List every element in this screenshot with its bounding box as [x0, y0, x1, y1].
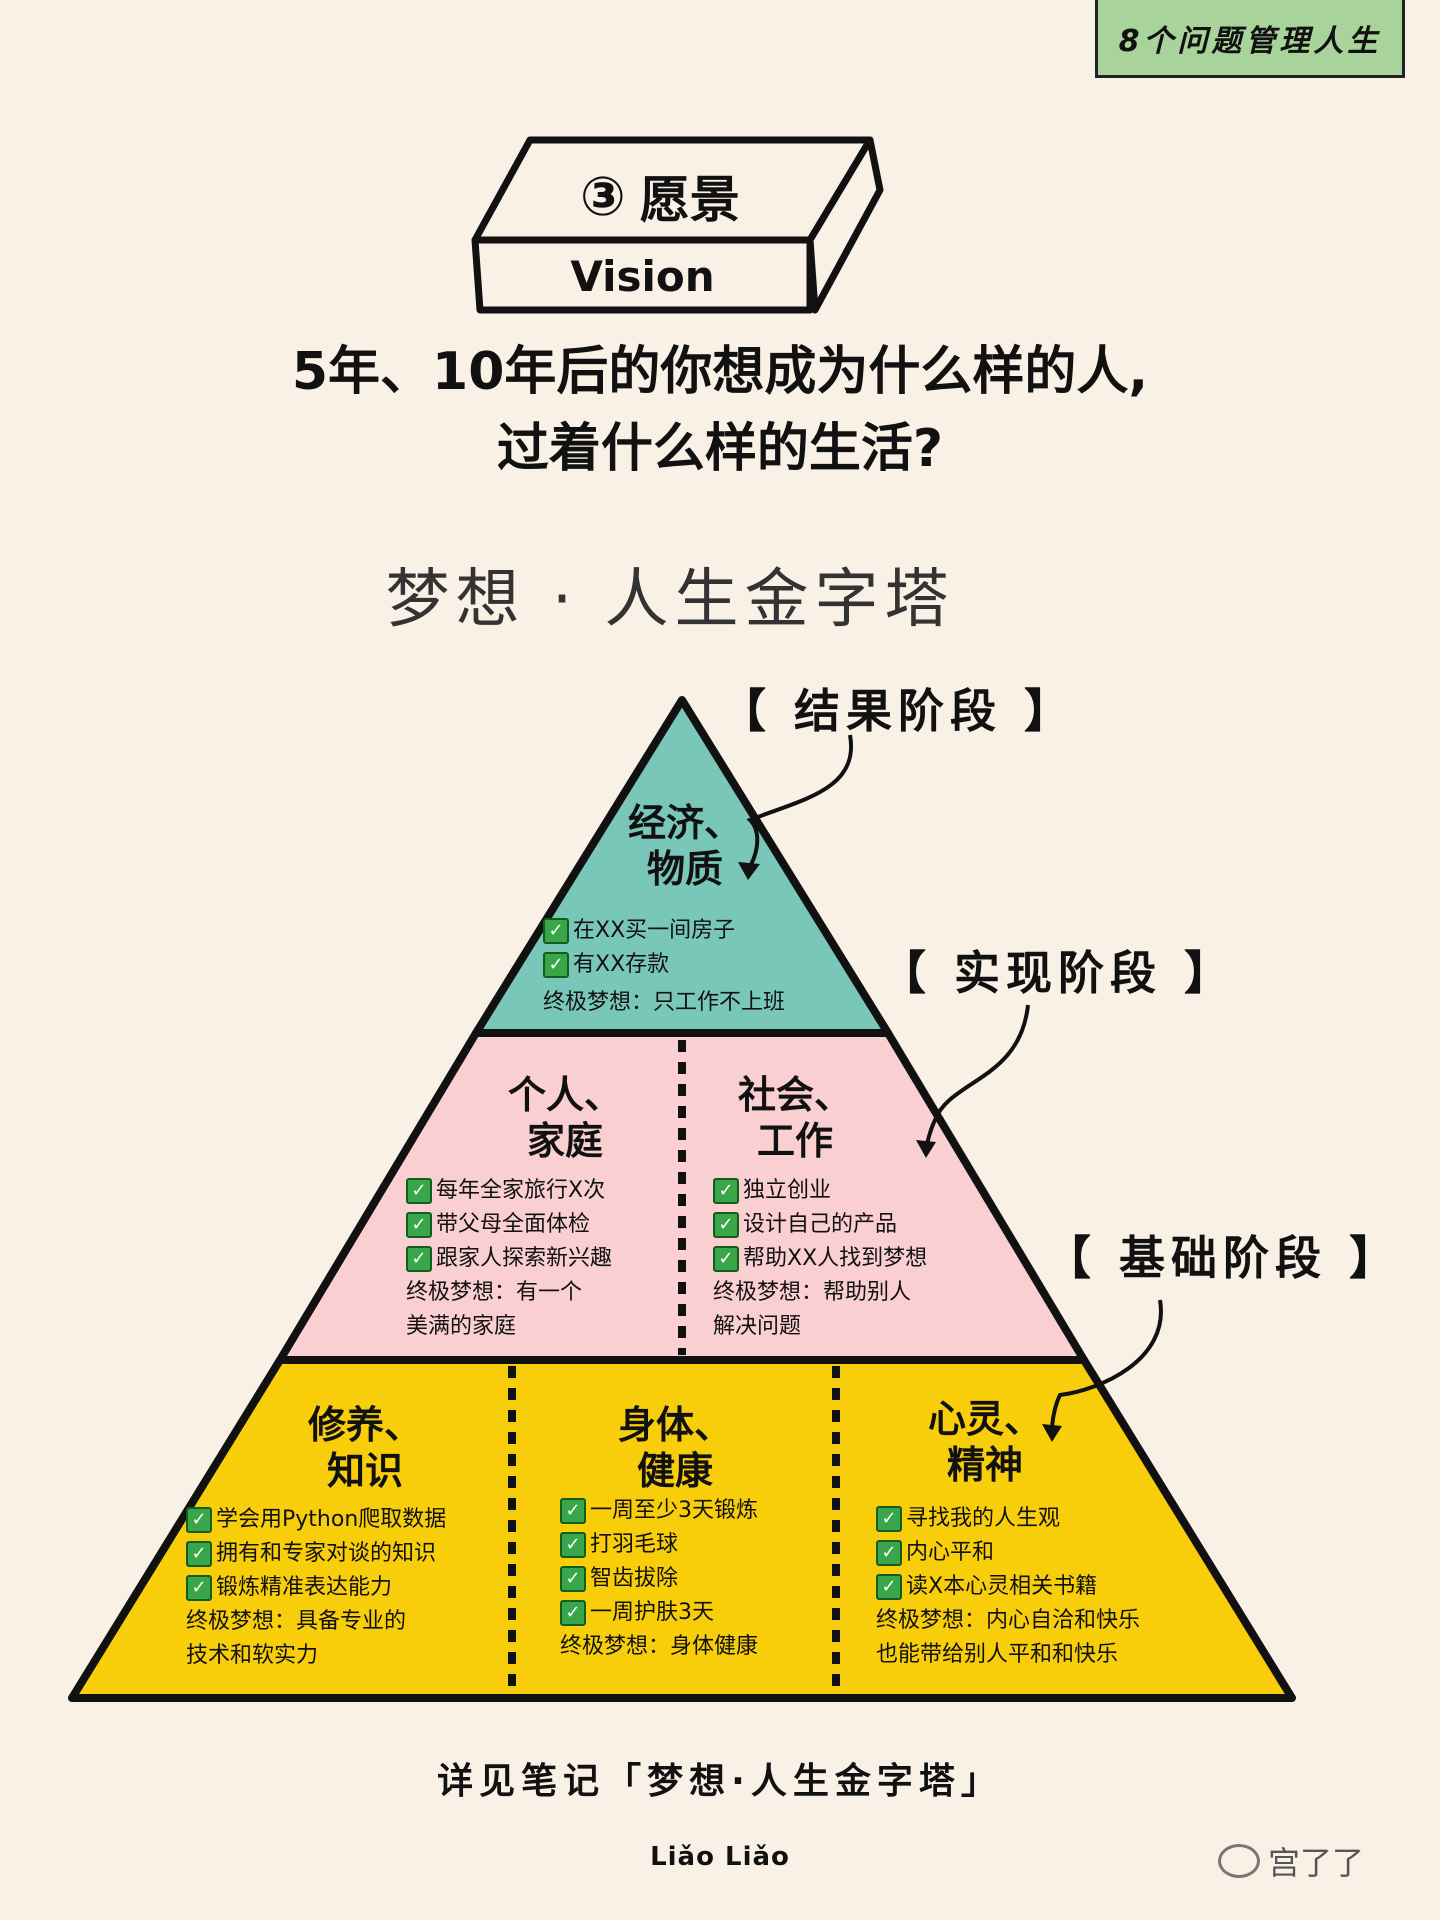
corner-tab: 8个问题管理人生: [1095, 0, 1405, 78]
checkbox-icon: ✓: [560, 1566, 586, 1592]
checkbox-icon: ✓: [186, 1541, 212, 1567]
list-item: ✓ 智齿拔除: [560, 1562, 758, 1596]
arrow-realize: [924, 1004, 1030, 1149]
spirit-dream-line-2: 也能带给别人平和和快乐: [876, 1642, 1119, 1667]
checkbox-icon: ✓: [543, 918, 569, 944]
stage-realize-label: 【 实现阶段 】: [880, 946, 1237, 1000]
list-item: ✓ 拥有和专家对谈的知识: [186, 1537, 446, 1571]
checkbox-icon: ✓: [713, 1212, 739, 1238]
checkbox-icon: ✓: [406, 1246, 432, 1272]
knowledge-title: 修养、 知识: [290, 1402, 440, 1494]
box-title-text: 愿景: [639, 171, 740, 229]
checkbox-icon: ✓: [713, 1246, 739, 1272]
arrow-result: [746, 734, 854, 872]
list-item: ✓ 跟家人探索新兴趣: [406, 1242, 612, 1276]
question-line-1: 5年、10年后的你想成为什么样的人,: [291, 342, 1149, 402]
wechat-icon: [1218, 1844, 1260, 1878]
checkbox-icon: ✓: [876, 1574, 902, 1600]
checkbox-icon: ✓: [560, 1498, 586, 1524]
list-item: ✓ 每年全家旅行X次: [406, 1174, 612, 1208]
vision-box: [471, 136, 884, 314]
list-item: ✓ 读X本心灵相关书籍: [876, 1570, 1140, 1604]
stage-result-label: 【 结果阶段 】: [720, 684, 1077, 738]
stage-base-label: 【 基础阶段 】: [1045, 1231, 1402, 1285]
economy-dream: 终极梦想：只工作不上班: [543, 990, 786, 1015]
health-title-line-2: 健康: [636, 1449, 713, 1493]
checkbox-icon: ✓: [543, 952, 569, 978]
knowledge-title-line-2: 知识: [326, 1449, 403, 1493]
list-item: ✓ 打羽毛球: [560, 1528, 758, 1562]
footer-note: 详见笔记「梦想·人生金字塔」: [437, 1761, 1003, 1802]
arrow-base-head: [1042, 1424, 1062, 1442]
list-item: ✓ 学会用Python爬取数据: [186, 1503, 446, 1537]
knowledge-dream-line-1: 终极梦想：具备专业的: [186, 1609, 407, 1634]
economy-title-line-2: 物质: [646, 847, 723, 891]
checkbox-icon: ✓: [406, 1178, 432, 1204]
brand-logo: Liǎo Liǎo: [650, 1842, 790, 1872]
box-side-face: [806, 136, 884, 314]
box-front-face: [471, 236, 814, 314]
checkbox-icon: ✓: [876, 1506, 902, 1532]
list-item: ✓ 锻炼精准表达能力: [186, 1571, 446, 1605]
health-dream: 终极梦想：身体健康: [560, 1634, 759, 1659]
health-list: ✓ 一周至少3天锻炼 ✓ 打羽毛球 ✓ 智齿拔除 ✓ 一周护肤3天 终极梦想：身体健康: [560, 1494, 758, 1664]
pyramid-bottom-tier: [68, 1356, 1296, 1702]
checkbox-icon: ✓: [406, 1212, 432, 1238]
checkbox-icon: ✓: [713, 1178, 739, 1204]
spirit-title-line-1: 心灵、: [927, 1397, 1042, 1441]
list-item: ✓ 一周至少3天锻炼: [560, 1494, 758, 1528]
checkbox-icon: ✓: [186, 1507, 212, 1533]
family-title: 个人、 家庭: [490, 1072, 640, 1164]
box-title: ③ 愿景: [580, 160, 740, 232]
family-title-line-2: 家庭: [526, 1119, 603, 1163]
question-line-2: 过着什么样的生活?: [496, 419, 944, 479]
family-list: ✓ 每年全家旅行X次 ✓ 带父母全面体检 ✓ 跟家人探索新兴趣 终极梦想：有一个 美满…: [406, 1174, 612, 1344]
checkbox-icon: ✓: [560, 1532, 586, 1558]
checkbox-icon: ✓: [186, 1575, 212, 1601]
knowledge-dream-line-2: 技术和软实力: [186, 1643, 319, 1668]
spirit-title-line-2: 精神: [946, 1443, 1023, 1487]
social-title: 社会、 工作: [720, 1072, 870, 1164]
pyramid-title: 梦想 · 人生金字塔: [385, 563, 955, 637]
knowledge-list: ✓ 学会用Python爬取数据 ✓ 拥有和专家对谈的知识 ✓ 锻炼精准表达能力 终极梦…: [186, 1503, 446, 1673]
family-dream-line-1: 终极梦想：有一个: [406, 1280, 583, 1305]
list-item: ✓ 一周护肤3天: [560, 1596, 758, 1630]
social-title-line-1: 社会、: [737, 1073, 852, 1117]
spirit-list: ✓ 寻找我的人生观 ✓ 内心平和 ✓ 读X本心灵相关书籍 终极梦想：内心自洽和快乐 也…: [876, 1502, 1140, 1672]
list-item: ✓ 帮助XX人找到梦想: [713, 1242, 927, 1276]
health-title-line-1: 身体、: [617, 1403, 732, 1447]
economy-title: 经济、 物质: [600, 800, 770, 892]
health-title: 身体、 健康: [600, 1402, 750, 1494]
circled-number: ③: [580, 164, 626, 228]
checkbox-icon: ✓: [560, 1600, 586, 1626]
list-item: ✓ 内心平和: [876, 1536, 1140, 1570]
arrow-result-head: [738, 862, 760, 880]
watermark-text: 宫了了: [1268, 1844, 1365, 1882]
checkbox-icon: ✓: [876, 1540, 902, 1566]
list-item: ✓ 有XX存款: [543, 948, 785, 982]
arrow-base: [1050, 1299, 1163, 1433]
economy-list: ✓ 在XX买一间房子 ✓ 有XX存款 终极梦想：只工作不上班: [543, 914, 785, 1020]
list-item: ✓ 设计自己的产品: [713, 1208, 927, 1242]
arrow-realize-head: [916, 1140, 936, 1158]
box-subtitle: Vision: [570, 252, 715, 301]
spirit-dream-line-1: 终极梦想：内心自洽和快乐: [876, 1608, 1141, 1633]
knowledge-title-line-1: 修养、: [307, 1403, 422, 1447]
social-dream-line-1: 终极梦想：帮助别人: [713, 1280, 912, 1305]
list-item: ✓ 寻找我的人生观: [876, 1502, 1140, 1536]
spirit-title: 心灵、 精神: [910, 1396, 1060, 1488]
list-item: ✓ 独立创业: [713, 1174, 927, 1208]
social-dream-line-2: 解决问题: [713, 1314, 802, 1339]
social-title-line-2: 工作: [756, 1119, 833, 1163]
social-list: ✓ 独立创业 ✓ 设计自己的产品 ✓ 帮助XX人找到梦想 终极梦想：帮助别人 解决问题: [713, 1174, 927, 1344]
list-item: ✓ 带父母全面体检: [406, 1208, 612, 1242]
economy-title-line-1: 经济、: [627, 801, 742, 845]
list-item: ✓ 在XX买一间房子: [543, 914, 785, 948]
watermark: 宫了了: [1218, 1838, 1364, 1884]
family-title-line-1: 个人、: [507, 1073, 622, 1117]
family-dream-line-2: 美满的家庭: [406, 1314, 517, 1339]
